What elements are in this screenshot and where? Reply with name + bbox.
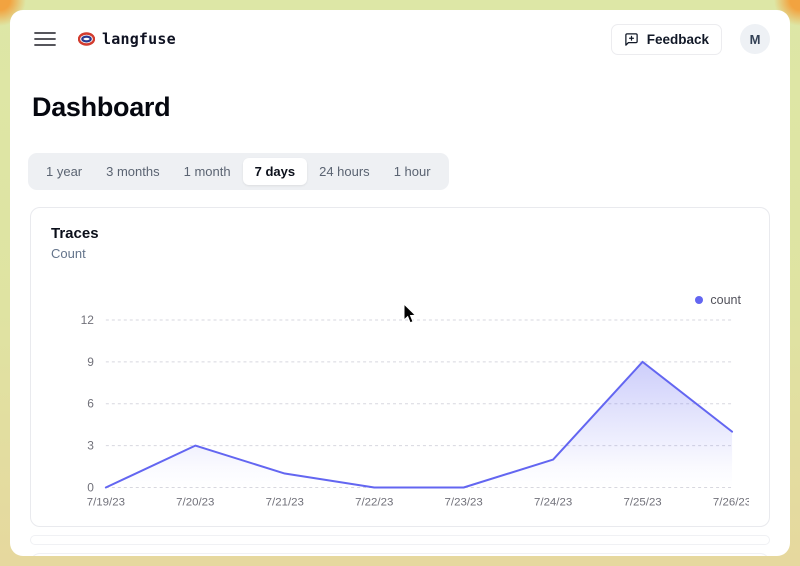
tab-3-months[interactable]: 3 months (94, 158, 171, 185)
svg-text:7/22/23: 7/22/23 (355, 496, 393, 508)
page-title: Dashboard (32, 92, 171, 122)
feedback-label: Feedback (646, 31, 709, 47)
svg-text:3: 3 (87, 439, 94, 453)
svg-text:7/21/23: 7/21/23 (266, 496, 304, 508)
svg-text:7/20/23: 7/20/23 (176, 496, 214, 508)
avatar[interactable]: M (740, 24, 770, 54)
langfuse-logo-icon (78, 32, 95, 46)
app-window: langfuse Feedback M Dashboard 1 year 3 m… (10, 10, 790, 556)
traces-area-chart[interactable]: 0 3 6 9 12 7/19/23 7/20/23 7/21/23 7/22/23 7/23/2… (51, 311, 749, 510)
top-bar-right: Feedback M (610, 23, 770, 55)
svg-text:7/19/23: 7/19/23 (87, 496, 125, 508)
tab-1-hour[interactable]: 1 hour (382, 158, 443, 185)
tab-24-hours[interactable]: 24 hours (307, 158, 382, 185)
message-square-plus-icon (624, 32, 638, 46)
tab-1-month[interactable]: 1 month (172, 158, 243, 185)
brand[interactable]: langfuse (78, 30, 176, 48)
hamburger-menu-icon[interactable] (32, 29, 58, 49)
svg-text:7/25/23: 7/25/23 (623, 496, 661, 508)
top-bar: langfuse Feedback M (10, 10, 790, 68)
tab-7-days[interactable]: 7 days (242, 158, 308, 185)
card-title: Traces (51, 225, 99, 242)
card-subtitle: Count (51, 246, 86, 261)
svg-text:12: 12 (81, 313, 95, 327)
brand-name: langfuse (102, 30, 176, 48)
next-card-cutoff (30, 535, 770, 546)
svg-text:9: 9 (87, 355, 94, 369)
svg-text:0: 0 (87, 480, 94, 494)
svg-text:7/26/23: 7/26/23 (713, 496, 749, 508)
chart-legend: count (51, 293, 749, 307)
traces-card: Traces Count count 0 3 6 9 12 7/19/23 7/20/23 7… (30, 207, 770, 528)
svg-text:6: 6 (87, 397, 94, 411)
next-card-cutoff (30, 553, 770, 556)
svg-text:7/24/23: 7/24/23 (534, 496, 572, 508)
time-range-tabs: 1 year 3 months 1 month 7 days 24 hours … (28, 153, 449, 190)
feedback-button[interactable]: Feedback (610, 23, 722, 55)
menu-icon (34, 32, 56, 46)
tab-1-year[interactable]: 1 year (34, 158, 94, 185)
top-bar-left: langfuse (32, 29, 176, 49)
svg-text:7/23/23: 7/23/23 (445, 496, 483, 508)
legend-dot (695, 296, 704, 304)
legend-label: count (710, 293, 741, 307)
